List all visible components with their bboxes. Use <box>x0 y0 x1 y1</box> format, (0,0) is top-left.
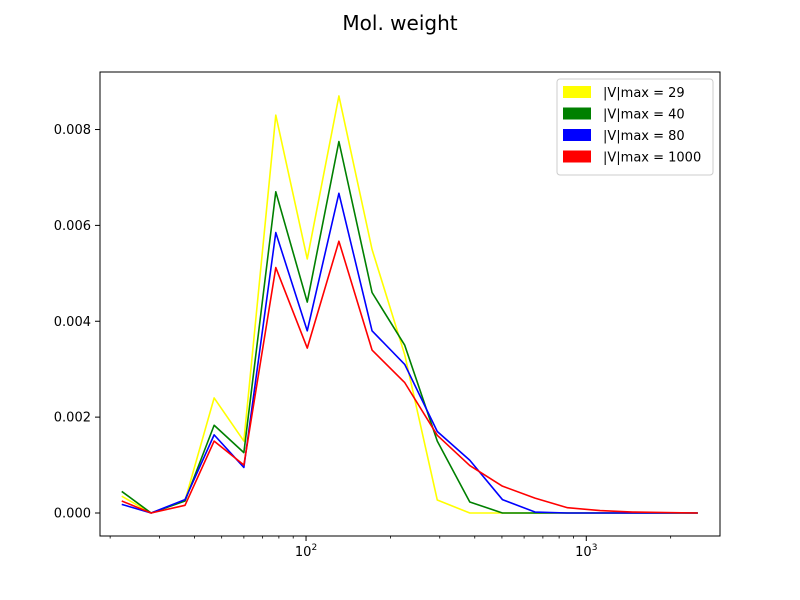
y-tick-label-5: 0.008 <box>54 123 91 138</box>
legend-box <box>556 78 714 176</box>
chart-title: Mol. weight <box>342 11 457 35</box>
legend: |V|max = 29 |V|max = 40 |V|max = 80 |V|max … <box>556 78 714 176</box>
x-tick-label-1: 102 <box>295 543 317 560</box>
x-axis: 102 103 <box>109 536 672 560</box>
legend-label-2: |V|max = 40 <box>603 108 685 123</box>
legend-swatch-4 <box>563 150 591 163</box>
x-tick-label-2: 103 <box>575 543 597 560</box>
y-tick-label-1: 0.000 <box>54 506 91 521</box>
legend-label-1: |V|max = 29 <box>603 86 685 101</box>
y-axis: 0.000 0.002 0.004 0.006 0.008 <box>54 123 100 521</box>
y-tick-label-3: 0.004 <box>54 315 91 330</box>
legend-swatch-2 <box>563 107 591 120</box>
series-layer <box>121 95 698 514</box>
series-line-4 <box>121 240 698 514</box>
legend-label-3: |V|max = 80 <box>603 129 685 144</box>
legend-swatch-1 <box>563 86 591 98</box>
y-tick-label-2: 0.002 <box>54 411 91 426</box>
y-tick-label-4: 0.006 <box>54 219 91 234</box>
legend-swatch-3 <box>563 129 591 141</box>
series-line-3 <box>121 192 698 514</box>
legend-label-4: |V|max = 1000 <box>603 151 701 166</box>
plot-frame <box>99 71 721 537</box>
